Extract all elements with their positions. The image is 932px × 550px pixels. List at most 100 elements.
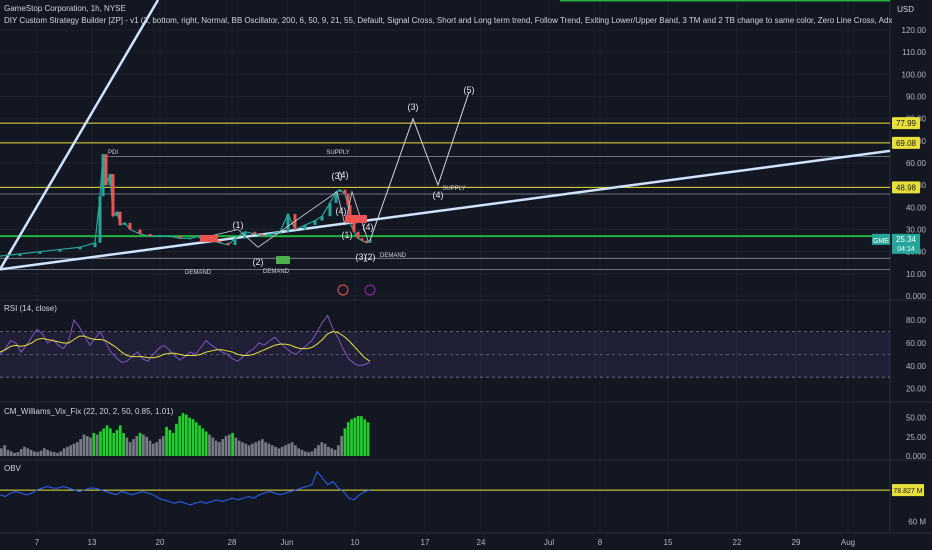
steep-trendline <box>0 0 160 271</box>
current-price-label: 25.34 <box>896 235 917 244</box>
price-axis[interactable]: 120.00110.00100.0090.0080.0070.0060.0050… <box>872 26 927 527</box>
vix-bar <box>350 419 353 456</box>
price-level-label: 48.98 <box>896 183 917 192</box>
vix-bar <box>16 452 20 456</box>
price-candle <box>352 222 356 232</box>
wave-label: (2) <box>365 252 376 262</box>
strategy-indicator-title[interactable]: DIY Custom Strategy Builder [ZP] - v1 (3… <box>4 16 894 25</box>
vix-bar <box>297 448 301 456</box>
vix-bar <box>280 446 284 456</box>
price-candle <box>158 236 162 238</box>
vix-bar <box>109 428 112 456</box>
time-axis[interactable]: 7 13 20 28 Jun 10 17 24 Jul 8 15 22 29 Aug <box>35 538 855 547</box>
vix-bar <box>224 436 228 456</box>
vix-bar <box>237 440 241 456</box>
vix-bar <box>171 433 175 456</box>
currency-label[interactable]: USD <box>897 5 914 14</box>
price-level-tag <box>892 117 920 130</box>
price-level-tag <box>892 181 920 194</box>
price-candle <box>108 174 112 186</box>
vix-bar <box>0 448 3 456</box>
price-candle <box>233 238 237 246</box>
price-series <box>0 154 371 257</box>
obv-level-label: 78.827 M <box>893 488 922 495</box>
vix-bar <box>204 431 208 456</box>
wave-label: (5) <box>464 85 475 95</box>
vix-bar <box>300 449 304 456</box>
vix-bar <box>218 442 221 456</box>
vix-bar <box>155 442 158 456</box>
wave-path <box>199 190 369 248</box>
symbol-tag-label: GME <box>873 238 889 245</box>
price-candle <box>138 229 142 234</box>
rsi-tick-label: 80.00 <box>906 316 927 325</box>
vix-bar <box>343 428 347 456</box>
price-level-tag <box>892 136 920 149</box>
wave-label: (4) <box>338 170 349 180</box>
wave-label: (1) <box>342 230 353 240</box>
vix-bar <box>82 434 86 456</box>
vix-bar <box>221 439 225 456</box>
vix-bar <box>52 452 56 456</box>
vix-bar <box>333 449 337 456</box>
vix-bar <box>360 416 363 456</box>
vix-bar <box>290 442 294 456</box>
dividend-icon <box>364 284 376 296</box>
vix-bar <box>9 451 13 456</box>
vix-bar <box>363 419 367 456</box>
countdown-label: 04:14 <box>897 246 915 253</box>
vix-bar <box>181 413 185 456</box>
vix-bar <box>23 446 26 456</box>
price-pane[interactable]: (1)(2)(3)(4)(5)(3)(4)(4)(4)(1)(3)(2)SUPP… <box>0 0 891 296</box>
symbol-title[interactable]: GameStop Corporation, 1h, NYSE <box>4 4 126 13</box>
vix-bar <box>247 445 251 456</box>
price-candle <box>360 238 364 241</box>
zone-label: DEMAND <box>380 253 407 259</box>
price-candle <box>243 231 247 239</box>
vix-bar <box>145 436 149 456</box>
price-candle <box>104 154 108 186</box>
earnings-icon <box>337 284 349 296</box>
vix-bar <box>56 452 59 456</box>
rsi-pane[interactable] <box>0 314 890 378</box>
rsi-title[interactable]: RSI (14, close) <box>4 304 57 313</box>
chart-grid <box>0 0 932 534</box>
vix-bar <box>42 448 46 456</box>
obv-pane[interactable] <box>0 470 890 506</box>
vix-bar <box>165 426 168 456</box>
price-candle <box>328 202 332 217</box>
price-candle <box>303 225 307 230</box>
price-tick-label: 30.00 <box>906 226 927 235</box>
vix-bar <box>353 417 357 456</box>
vix-bar <box>208 434 211 456</box>
vix-bar <box>128 442 132 456</box>
time-tick-label: 10 <box>351 538 360 547</box>
price-candle <box>286 213 290 232</box>
vix-bar <box>264 442 267 456</box>
vix-pane[interactable] <box>0 413 370 456</box>
price-candle <box>226 242 230 246</box>
vix-bar <box>85 436 89 456</box>
obv-title[interactable]: OBV <box>4 464 21 473</box>
price-candle <box>148 233 152 237</box>
zone-label: PDI <box>108 150 118 156</box>
vix-fix-title[interactable]: CM_Williams_Vix_Fix (22, 20, 2, 50, 0.85… <box>4 407 174 416</box>
vix-bar <box>178 416 182 456</box>
price-candle <box>178 236 182 239</box>
vix-bar <box>175 423 178 456</box>
price-tick-label: 110.00 <box>902 48 926 57</box>
time-tick-label: Aug <box>841 538 855 547</box>
time-tick-label: 20 <box>156 538 165 547</box>
projected-wave-path <box>369 91 470 241</box>
vix-bar <box>323 443 327 456</box>
vix-bar <box>13 452 16 456</box>
vix-bar <box>36 452 40 456</box>
vix-bar <box>33 451 36 456</box>
vix-bar <box>29 449 33 456</box>
wave-label: (3) <box>332 171 343 181</box>
wave-label: (2) <box>253 257 264 267</box>
vix-bar <box>89 437 92 456</box>
vix-bar <box>112 433 116 456</box>
time-tick-label: Jul <box>544 538 554 547</box>
